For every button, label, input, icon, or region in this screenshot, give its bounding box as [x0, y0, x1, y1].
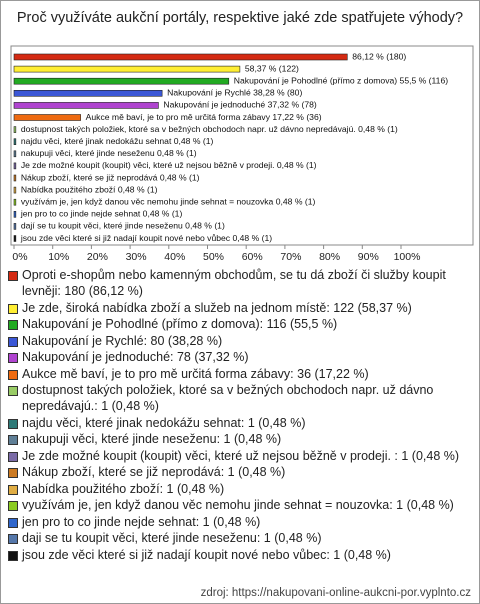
bar [13, 102, 159, 109]
legend-entry: jen pro to co jinde nejde sehnat: 1 (0,4… [7, 514, 473, 530]
legend-label: jen pro to co jinde nejde sehnat: 1 (0,4… [22, 514, 261, 529]
bar-label: Nabídka použitého zboží 0,48 % (1) [21, 184, 158, 194]
legend-swatch [8, 451, 18, 462]
bar-label: dají se tu koupit věci, které jinde nese… [21, 221, 225, 231]
legend: Oproti e-shopům nebo kamenným obchodům, … [7, 267, 473, 563]
bar [13, 150, 17, 158]
bar-label: 86,12 % (180) [352, 51, 406, 61]
legend-swatch [8, 320, 18, 330]
legend-label: Nakupování je Rychlé: 80 (38,28 %) [22, 333, 223, 348]
x-tick-label: 80% [319, 251, 340, 263]
chart: Proč využíváte aukční portály, respektiv… [10, 10, 474, 263]
bar-label: 58,37 % (122) [245, 63, 299, 73]
bar-label: Nákup zboží, které se již neprodává 0,48… [21, 172, 200, 182]
legend-swatch [8, 435, 18, 445]
bar [13, 174, 17, 182]
legend-label: dostupnost takých položiek, ktoré sa v b… [22, 383, 434, 413]
x-tick-label: 90% [358, 251, 379, 263]
legend-label: Aukce mě baví, je to pro mě určitá forma… [22, 366, 369, 381]
x-tick-label: 40% [164, 251, 185, 263]
bar [13, 53, 348, 61]
bar-label: využívám je, jen když danou věc nemohu j… [21, 196, 316, 206]
bar [13, 90, 163, 97]
bar-label: nakupuji věci, které jinde neseženu 0,48… [21, 148, 197, 158]
bar-label: Je zde možné koupit (koupit) věci, které… [21, 160, 317, 170]
bar-label: Nakupování je jednoduché 37,32 % (78) [163, 100, 316, 110]
bar [13, 223, 17, 230]
legend-label: Nabídka použitého zboží: 1 (0,48 %) [22, 481, 225, 496]
legend-swatch [8, 550, 18, 561]
legend-label: jsou zde věci které si již nadají koupit… [22, 547, 391, 562]
legend-swatch [8, 484, 18, 495]
x-tick-label: 60% [242, 251, 263, 263]
bar [13, 162, 17, 170]
legend-entry: Nakupování je Pohodlné (přímo z domova):… [7, 316, 473, 332]
x-tick-label: 100% [394, 251, 421, 263]
legend-label: Nákup zboží, které se již neprodává: 1 (… [22, 465, 286, 479]
bar-label: Nakupování je Rychlé 38,28 % (80) [167, 88, 302, 98]
legend-swatch [8, 517, 18, 528]
legend-swatch [8, 501, 18, 511]
legend-swatch [8, 271, 18, 281]
legend-swatch [8, 468, 18, 478]
bar-label: jen pro to co jinde nejde sehnat 0,48 % … [20, 209, 183, 219]
legend-swatch [8, 353, 18, 363]
bar [13, 65, 241, 73]
legend-entry: Aukce mě baví, je to pro mě určitá forma… [7, 366, 473, 382]
bar [13, 126, 17, 133]
chart-title: Proč využíváte aukční portály, respektiv… [17, 10, 463, 26]
legend-entry: Je zde možné koupit (koupit) věci, které… [7, 448, 473, 464]
legend-label: Nakupování je jednoduché: 78 (37,32 %) [22, 350, 249, 364]
legend-entry: Nákup zboží, které se již neprodává: 1 (… [7, 464, 473, 480]
legend-label: Je zde, široká nabídka zboží a služeb na… [22, 300, 412, 315]
source: zdroj: https://nakupovani-online-aukcni-… [200, 587, 471, 599]
legend-label: nakupuji věci, které jinde neseženu: 1 (… [22, 432, 282, 446]
bar [13, 211, 17, 218]
legend-swatch [8, 418, 18, 429]
plot-frame [10, 45, 474, 246]
legend-swatch [8, 534, 18, 544]
legend-swatch [8, 369, 18, 380]
legend-entry: Nabídka použitého zboží: 1 (0,48 %) [7, 481, 473, 497]
legend-swatch [8, 336, 18, 347]
x-tick-label: 0% [12, 251, 27, 263]
bar [13, 77, 230, 85]
x-tick-label: 30% [126, 251, 147, 263]
legend-label: Oproti e-shopům nebo kamenným obchodům, … [22, 268, 446, 298]
legend-entry: nakupuji věci, které jinde neseženu: 1 (… [7, 431, 473, 447]
legend-entry: dostupnost takých položiek, ktoré sa v b… [7, 382, 473, 414]
bar [13, 235, 17, 242]
bar [13, 138, 17, 145]
legend-entry: Je zde, široká nabídka zboží a služeb na… [7, 300, 473, 316]
legend-swatch [8, 303, 18, 314]
x-tick-label: 10% [48, 251, 69, 263]
legend-label: Nakupování je Pohodlné (přímo z domova):… [22, 317, 338, 331]
legend-label: daji se tu koupit věci, které jinde nese… [22, 531, 322, 545]
bar-label: Aukce mě baví, je to pro mě určitá forma… [86, 112, 322, 122]
x-tick-label: 50% [203, 251, 224, 263]
bar [13, 114, 81, 121]
bar [13, 186, 17, 194]
legend-entry: Oproti e-shopům nebo kamenným obchodům, … [7, 267, 473, 299]
legend-label: najdu věci, které jinak nedokážu sehnat:… [22, 415, 306, 430]
bar [13, 198, 17, 206]
legend-label: Je zde možné koupit (koupit) věci, které… [22, 448, 460, 463]
bar-label: Nakupování je Pohodlné (přímo z domova) … [234, 75, 448, 85]
legend-entry: Nakupování je Rychlé: 80 (38,28 %) [7, 333, 473, 349]
legend-entry: najdu věci, které jinak nedokážu sehnat:… [7, 415, 473, 431]
legend-label: využívám je, jen když danou věc nemohu j… [22, 498, 454, 512]
legend-entry: jsou zde věci které si již nadají koupit… [7, 547, 473, 563]
x-tick-label: 20% [87, 251, 108, 263]
legend-entry: daji se tu koupit věci, které jinde nese… [7, 530, 473, 546]
x-tick-label: 70% [280, 251, 301, 263]
legend-entry: Nakupování je jednoduché: 78 (37,32 %) [7, 349, 473, 365]
bar-label: najdu věci, které jinak nedokážu sehnat … [21, 136, 214, 146]
bar-label: dostupnost takých položiek, ktoré sa v b… [21, 124, 398, 134]
bar-label: jsou zde věci které si již nadají koupit… [20, 233, 272, 243]
legend-entry: využívám je, jen když danou věc nemohu j… [7, 497, 473, 513]
legend-swatch [8, 386, 18, 396]
